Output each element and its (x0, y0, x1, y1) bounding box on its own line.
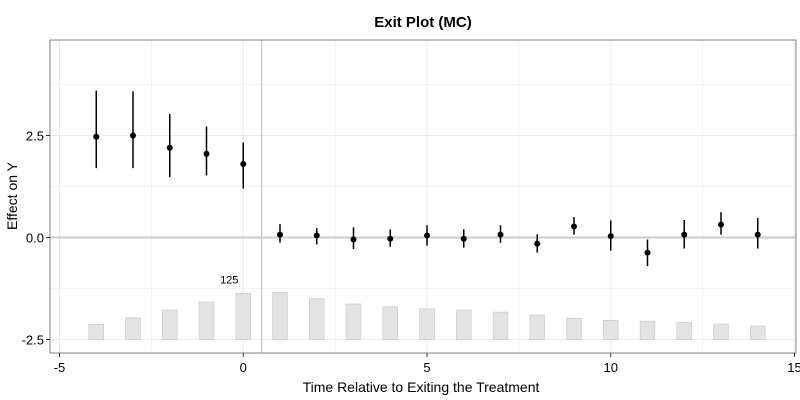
observation-bar (566, 317, 582, 340)
observation-bar (345, 303, 362, 340)
estimate-point (166, 144, 173, 151)
estimate-point (754, 231, 761, 238)
y-tick-label: 0.0 (26, 231, 44, 246)
estimate-point (313, 232, 320, 239)
observation-bar (492, 311, 509, 340)
observation-bar (713, 323, 729, 340)
panel-border (49, 39, 797, 354)
estimate-point (607, 233, 614, 240)
x-tick-label: 10 (604, 360, 618, 375)
observation-bar (235, 292, 251, 340)
observation-bar (419, 308, 435, 340)
point-estimates (93, 132, 761, 256)
x-tick-label: 0 (240, 360, 247, 375)
x-tick-label: 5 (423, 360, 430, 375)
estimate-point (497, 231, 504, 238)
observation-bar (272, 292, 288, 340)
chart-title: Exit Plot (MC) (374, 14, 472, 31)
estimate-point (350, 236, 357, 243)
observation-bar (455, 309, 472, 340)
observation-bar (382, 306, 398, 340)
grid-lines (50, 40, 796, 353)
y-axis-title: Effect on Y (4, 161, 20, 230)
observation-bar (198, 301, 215, 340)
observation-bar (308, 298, 325, 340)
bar-max-count-label: 125 (220, 274, 238, 286)
estimate-point (203, 150, 210, 157)
x-axis-title: Time Relative to Exiting the Treatment (303, 379, 540, 395)
observation-bar (603, 319, 619, 340)
observation-bar (161, 309, 178, 340)
observation-bar (529, 314, 546, 340)
observation-bar (750, 325, 766, 340)
observation-bars (88, 292, 766, 340)
x-tick-label: -5 (54, 360, 66, 375)
observation-bar (125, 317, 141, 340)
observation-bar (676, 321, 693, 340)
estimate-point (718, 221, 724, 228)
annotations: 125 (220, 274, 238, 286)
estimate-point (534, 240, 541, 247)
reference-lines (50, 40, 796, 353)
y-tick-label: 2.5 (26, 129, 44, 144)
estimate-point (644, 249, 651, 256)
estimate-point (424, 232, 430, 239)
estimate-point (240, 161, 247, 168)
estimate-point (93, 133, 100, 140)
estimate-point (460, 235, 467, 242)
estimate-point (571, 223, 577, 230)
estimate-point (277, 231, 283, 238)
x-tick-label: 15 (787, 360, 800, 375)
y-tick-label: -2.5 (22, 333, 44, 348)
estimate-point (681, 231, 688, 238)
observation-bar (88, 324, 105, 340)
estimate-point (130, 132, 136, 139)
estimate-point (387, 235, 394, 242)
axis-ticks: -5 0 5 10 15 -2.5 0.0 2.5 (22, 129, 800, 376)
observation-bar (639, 320, 656, 340)
